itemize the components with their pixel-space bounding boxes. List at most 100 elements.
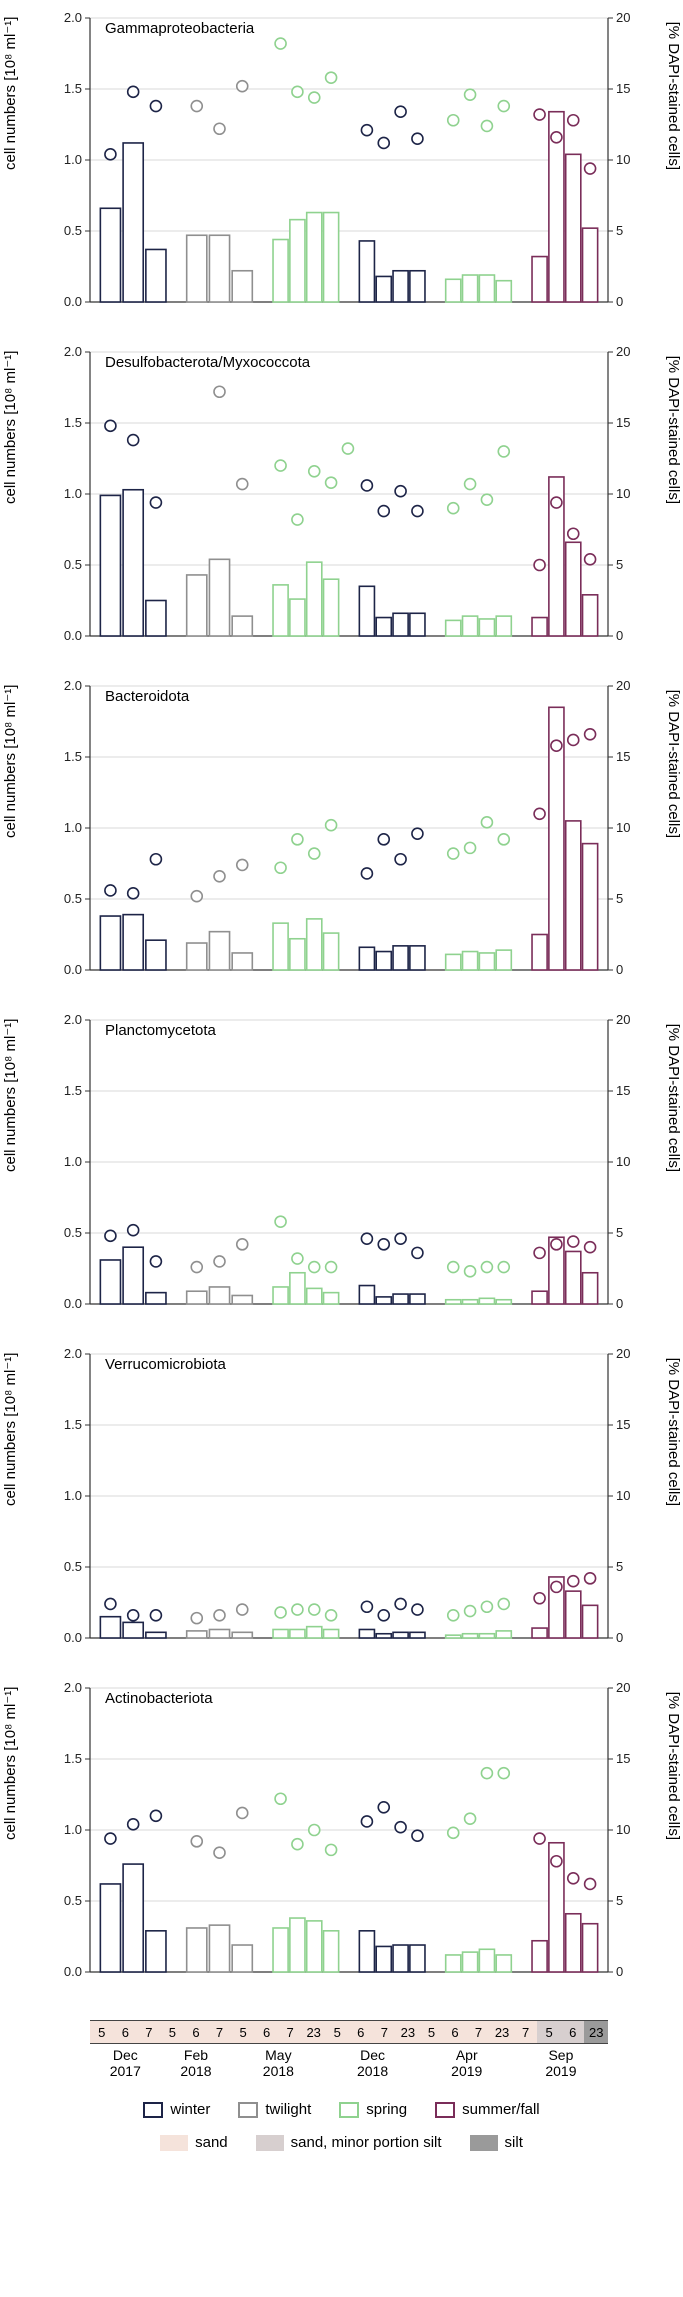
bar xyxy=(496,1955,511,1972)
svg-text:0.0: 0.0 xyxy=(64,1296,82,1311)
chart-stack: cell numbers [10⁸ ml⁻¹][% DAPI-stained c… xyxy=(10,10,673,2079)
marker-circle xyxy=(412,1830,423,1841)
marker-circle xyxy=(395,1233,406,1244)
bar xyxy=(463,1952,478,1972)
svg-text:1.0: 1.0 xyxy=(64,1154,82,1169)
marker-circle xyxy=(551,132,562,143)
marker-circle xyxy=(498,101,509,112)
marker-circle xyxy=(498,1598,509,1609)
station-cell: 5 xyxy=(231,2021,255,2043)
station-cell: 6 xyxy=(255,2021,279,2043)
marker-circle xyxy=(481,494,492,505)
bar xyxy=(566,542,581,636)
marker-circle xyxy=(214,1256,225,1267)
svg-text:0.0: 0.0 xyxy=(64,294,82,309)
station-cell: 5 xyxy=(325,2021,349,2043)
marker-circle xyxy=(326,1610,337,1621)
bar xyxy=(359,586,374,636)
marker-circle xyxy=(275,460,286,471)
marker-circle xyxy=(309,848,320,859)
svg-text:0.0: 0.0 xyxy=(64,962,82,977)
marker-circle xyxy=(585,1242,596,1253)
bar xyxy=(359,947,374,970)
marker-circle xyxy=(412,506,423,517)
bar xyxy=(496,950,511,970)
marker-circle xyxy=(448,503,459,514)
marker-circle xyxy=(237,479,248,490)
bar xyxy=(566,821,581,970)
chart-title: Desulfobacterota/Myxococcota xyxy=(105,354,310,371)
marker-circle xyxy=(551,1856,562,1867)
y-axis-right-label: [% DAPI-stained cells] xyxy=(665,690,682,838)
svg-text:20: 20 xyxy=(616,678,630,693)
marker-circle xyxy=(585,1878,596,1889)
y-axis-left-label: cell numbers [10⁸ ml⁻¹] xyxy=(1,1687,19,1840)
svg-text:2.0: 2.0 xyxy=(64,1680,82,1695)
bar xyxy=(410,1945,425,1972)
month-cell: Sep2019 xyxy=(514,2047,608,2079)
svg-text:0.0: 0.0 xyxy=(64,1964,82,1979)
marker-circle xyxy=(534,560,545,571)
marker-circle xyxy=(412,828,423,839)
bar xyxy=(100,916,120,970)
station-cell: 7 xyxy=(278,2021,302,2043)
legend-item-season: summer/fall xyxy=(435,2101,540,2118)
legend-item-sediment: sand, minor portion silt xyxy=(256,2134,442,2151)
marker-circle xyxy=(309,1604,320,1615)
bar xyxy=(583,1605,598,1638)
marker-circle xyxy=(585,554,596,565)
legend-label: silt xyxy=(505,2134,523,2151)
bar xyxy=(393,1294,408,1304)
chart-title: Planctomycetota xyxy=(105,1022,216,1039)
marker-circle xyxy=(534,1833,545,1844)
marker-circle xyxy=(378,834,389,845)
marker-circle xyxy=(191,1262,202,1273)
chart-svg: 0.00.51.01.52.005101520 xyxy=(10,1346,673,1666)
chart-svg: 0.00.51.01.52.005101520 xyxy=(10,344,673,664)
marker-circle xyxy=(214,1847,225,1858)
bar xyxy=(146,249,166,302)
marker-circle xyxy=(534,1593,545,1604)
legend-swatch xyxy=(435,2102,455,2118)
station-cell: 23 xyxy=(490,2021,514,2043)
bar xyxy=(146,1293,166,1304)
marker-circle xyxy=(361,1233,372,1244)
bar xyxy=(307,562,322,636)
bar xyxy=(146,601,166,637)
marker-circle xyxy=(395,1598,406,1609)
marker-circle xyxy=(361,1816,372,1827)
svg-text:1.0: 1.0 xyxy=(64,486,82,501)
bar xyxy=(209,559,229,636)
marker-circle xyxy=(309,1825,320,1836)
marker-circle xyxy=(378,1610,389,1621)
marker-circle xyxy=(214,386,225,397)
svg-text:20: 20 xyxy=(616,1346,630,1361)
svg-text:0.5: 0.5 xyxy=(64,891,82,906)
marker-circle xyxy=(191,101,202,112)
bar xyxy=(324,1629,339,1638)
bar xyxy=(100,1260,120,1304)
marker-circle xyxy=(534,808,545,819)
bar xyxy=(123,1864,143,1972)
marker-circle xyxy=(412,1247,423,1258)
x-axis: 56756756723567235672375623Dec2017Feb2018… xyxy=(10,2020,673,2079)
bar xyxy=(532,1941,547,1972)
month-cell: Dec2018 xyxy=(325,2047,419,2079)
svg-text:2.0: 2.0 xyxy=(64,1346,82,1361)
bar xyxy=(324,579,339,636)
marker-circle xyxy=(585,1573,596,1584)
legend-swatch xyxy=(256,2135,284,2151)
bar xyxy=(290,220,305,302)
bar xyxy=(232,1945,252,1972)
marker-circle xyxy=(150,101,161,112)
bar xyxy=(410,271,425,302)
svg-text:5: 5 xyxy=(616,1225,623,1240)
bar xyxy=(123,915,143,970)
bar xyxy=(187,943,207,970)
bar xyxy=(479,1298,494,1304)
marker-circle xyxy=(275,1607,286,1618)
svg-text:0.5: 0.5 xyxy=(64,223,82,238)
legend-label: twilight xyxy=(265,2101,311,2118)
bar xyxy=(446,1635,461,1638)
marker-circle xyxy=(481,1768,492,1779)
